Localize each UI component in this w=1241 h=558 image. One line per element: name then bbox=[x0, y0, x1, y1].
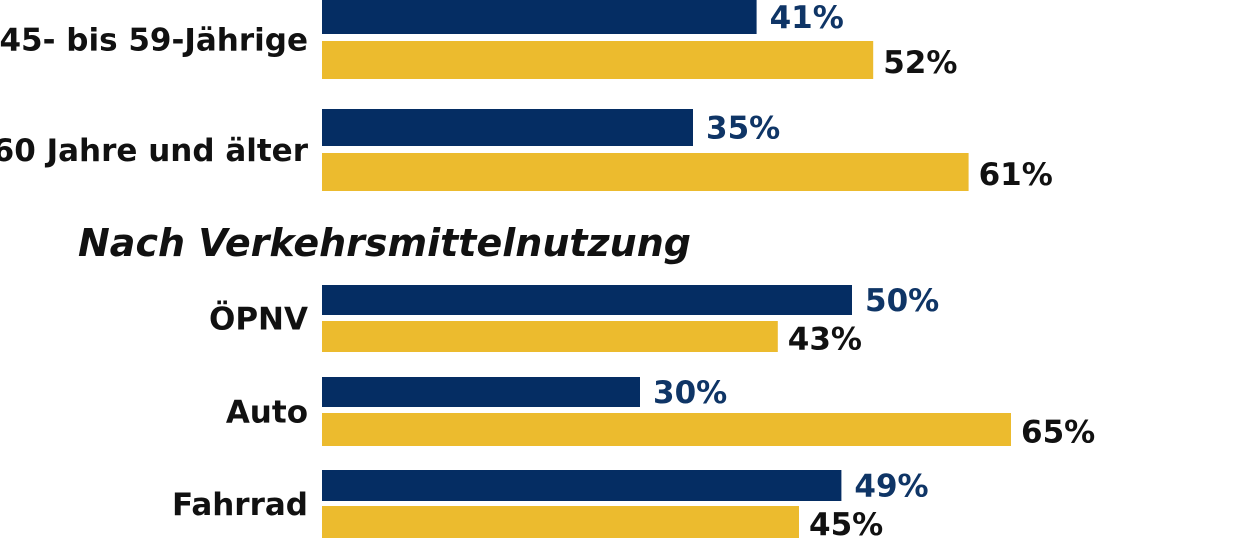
category-label: Fahrrad bbox=[172, 487, 308, 523]
category-label: Auto bbox=[226, 395, 308, 431]
data-label-series-2: 43% bbox=[788, 322, 862, 358]
bar-series-2 bbox=[322, 321, 778, 352]
data-label-series-1: 30% bbox=[653, 375, 727, 411]
data-label-series-1: 35% bbox=[706, 111, 780, 147]
bar-series-1 bbox=[322, 377, 640, 407]
data-label-series-2: 52% bbox=[883, 45, 957, 81]
bar-series-1 bbox=[322, 0, 757, 34]
bar-series-2 bbox=[322, 41, 874, 79]
data-label-series-2: 61% bbox=[979, 157, 1053, 193]
category-label: ÖPNV bbox=[209, 301, 308, 338]
data-label-series-2: 65% bbox=[1021, 415, 1095, 451]
bar-series-1 bbox=[322, 470, 842, 501]
bar-series-1 bbox=[322, 109, 693, 146]
bar-series-2 bbox=[322, 413, 1011, 446]
bar-series-1 bbox=[322, 285, 852, 315]
category-label: 60 Jahre und älter bbox=[0, 133, 309, 169]
data-label-series-1: 41% bbox=[770, 0, 844, 36]
data-label-series-1: 49% bbox=[854, 469, 928, 505]
bar-series-2 bbox=[322, 153, 969, 191]
data-label-series-2: 45% bbox=[809, 507, 883, 543]
data-label-series-1: 50% bbox=[865, 283, 939, 319]
bar-series-2 bbox=[322, 506, 799, 538]
category-label: 45- bis 59-Jährige bbox=[0, 23, 308, 59]
section-title: Nach Verkehrsmittelnutzung bbox=[78, 221, 691, 265]
